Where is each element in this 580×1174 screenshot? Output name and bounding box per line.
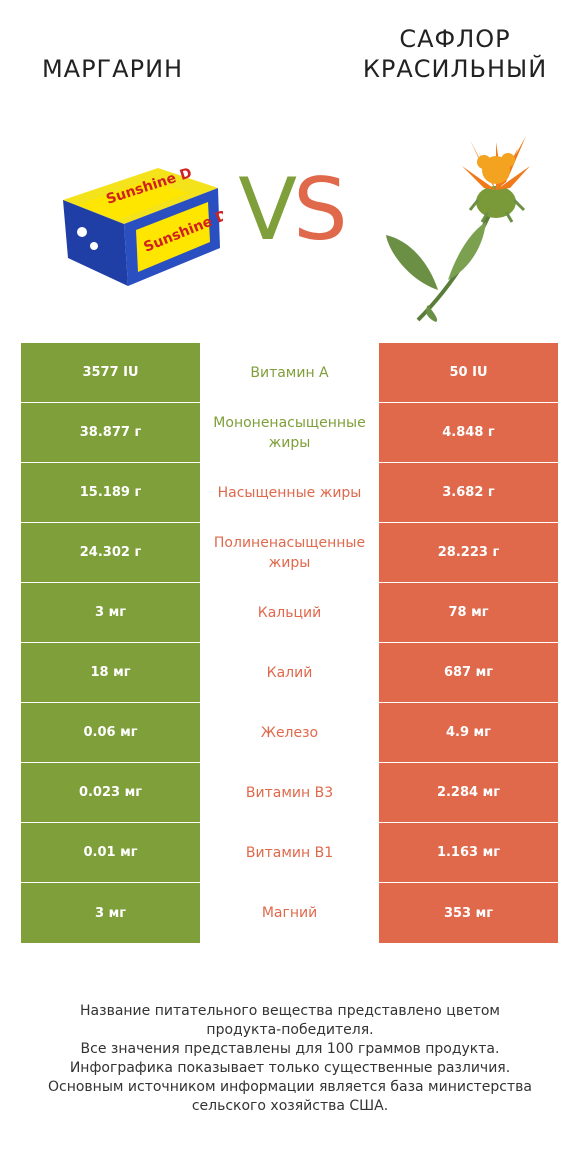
right-value-cell: 3.682 г: [379, 463, 558, 522]
table-row: 3577 IU Витамин A 50 IU: [21, 343, 558, 403]
right-value-cell: 78 мг: [379, 583, 558, 642]
footer-line-4: Инфографика показывает только существенн…: [69, 1060, 511, 1076]
nutrient-label: Витамин B1: [245, 844, 334, 861]
footer-line-6: сельского хозяйства США.: [191, 1098, 389, 1114]
table-row: 3 мг Кальций 78 мг: [21, 583, 558, 643]
safflower-image: [386, 136, 530, 322]
footer-line-3: Все значения представлены для 100 граммо…: [80, 1041, 500, 1057]
nutrient-label: Насыщенные жиры: [217, 484, 362, 501]
right-value-cell: 2.284 мг: [379, 763, 558, 822]
footer-line-1: Название питательного вещества представл…: [80, 1003, 500, 1019]
left-value-cell: 18 мг: [21, 643, 200, 702]
table-row: 38.877 г Мононенасыщенные жиры 4.848 г: [21, 403, 558, 463]
nutrient-label: Калий: [266, 664, 313, 681]
right-value-cell: 50 IU: [379, 343, 558, 402]
nutrient-label: Полиненасыщенные жиры: [213, 534, 366, 571]
left-value-cell: 3577 IU: [21, 343, 200, 402]
nutrient-label-cell: Витамин B3: [200, 763, 379, 822]
nutrient-label-cell: Полиненасыщенные жиры: [200, 523, 379, 582]
left-value-cell: 15.189 г: [21, 463, 200, 522]
table-row: 0.06 мг Железо 4.9 мг: [21, 703, 558, 763]
left-value-cell: 38.877 г: [21, 403, 200, 462]
right-value-cell: 353 мг: [379, 883, 558, 943]
left-value-cell: 3 мг: [21, 883, 200, 943]
nutrient-label: Магний: [261, 905, 318, 921]
right-value-cell: 4.848 г: [379, 403, 558, 462]
table-row: 18 мг Калий 687 мг: [21, 643, 558, 703]
table-row: 15.189 г Насыщенные жиры 3.682 г: [21, 463, 558, 523]
table-row: 3 мг Магний 353 мг: [21, 883, 558, 943]
table-row: 0.023 мг Витамин B3 2.284 мг: [21, 763, 558, 823]
margarine-image: Sunshine D Sunshine D: [63, 165, 223, 286]
left-value-cell: 0.023 мг: [21, 763, 200, 822]
vs-label: VS: [238, 160, 347, 260]
footer-note: Название питательного вещества представл…: [20, 1002, 560, 1116]
right-value-cell: 28.223 г: [379, 523, 558, 582]
right-product-title: САФЛОР КРАСИЛЬНЫЙ: [350, 24, 560, 84]
table-row: 0.01 мг Витамин B1 1.163 мг: [21, 823, 558, 883]
nutrient-label-cell: Калий: [200, 643, 379, 702]
nutrient-label: Витамин B3: [245, 784, 334, 801]
nutrient-label-cell: Насыщенные жиры: [200, 463, 379, 522]
footer-line-5: Основным источником информации является …: [48, 1079, 532, 1095]
nutrient-label-cell: Железо: [200, 703, 379, 762]
left-value-cell: 0.06 мг: [21, 703, 200, 762]
nutrient-label-cell: Витамин B1: [200, 823, 379, 882]
nutrient-label: Кальций: [257, 604, 322, 621]
nutrient-label-cell: Мононенасыщенные жиры: [200, 403, 379, 462]
right-value-cell: 687 мг: [379, 643, 558, 702]
left-value-cell: 0.01 мг: [21, 823, 200, 882]
right-title-line-2: КРАСИЛЬНЫЙ: [362, 55, 548, 83]
nutrient-label: Железо: [260, 724, 319, 741]
nutrient-label-cell: Витамин A: [200, 343, 379, 402]
nutrient-label-cell: Кальций: [200, 583, 379, 642]
left-value-cell: 24.302 г: [21, 523, 200, 582]
right-value-cell: 1.163 мг: [379, 823, 558, 882]
left-product-title: МАРГАРИН: [41, 55, 184, 83]
nutrient-label: Мононенасыщенные жиры: [213, 414, 366, 451]
right-title-line-1: САФЛОР: [399, 25, 511, 53]
table-row: 24.302 г Полиненасыщенные жиры 28.223 г: [21, 523, 558, 583]
right-value-cell: 4.9 мг: [379, 703, 558, 762]
nutrient-label: Витамин A: [250, 364, 329, 381]
left-value-cell: 3 мг: [21, 583, 200, 642]
footer-line-2: продукта-победителя.: [206, 1022, 374, 1038]
nutrient-label-cell: Магний: [200, 883, 379, 943]
comparison-table: 3577 IU Витамин A 50 IU 38.877 г Мононенасыщ…: [21, 343, 558, 943]
